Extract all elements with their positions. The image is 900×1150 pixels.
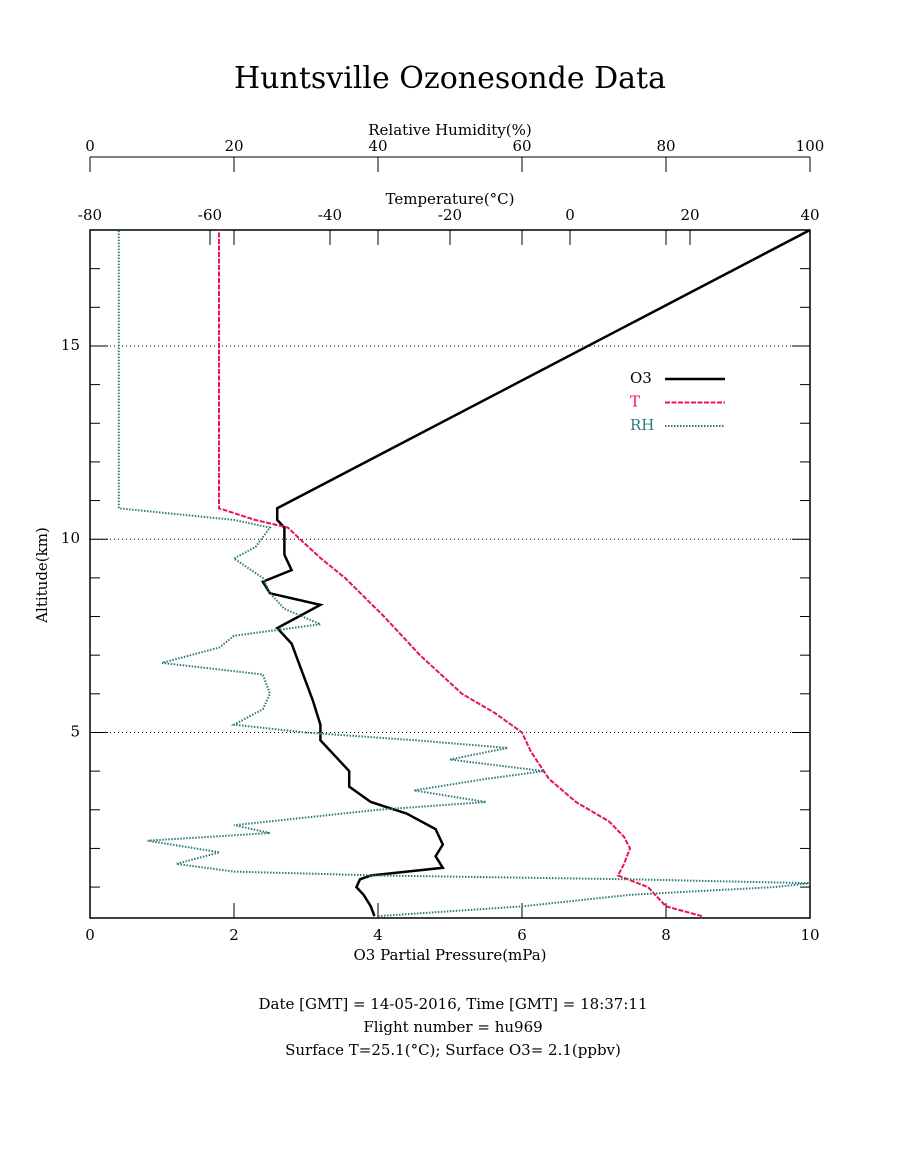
- legend-label: RH: [630, 416, 654, 434]
- footnote: Date [GMT] = 14-05-2016, Time [GMT] = 18…: [258, 995, 647, 1013]
- x-tick-label: -40: [318, 206, 342, 224]
- x-tick-label: 6: [517, 926, 527, 944]
- footnote: Flight number = hu969: [363, 1018, 542, 1036]
- legend-label: T: [630, 393, 640, 411]
- y-axis-label: Altitude(km): [33, 527, 51, 624]
- x-tick-label: 8: [661, 926, 671, 944]
- x-tick-label: 100: [796, 137, 825, 155]
- footnote: Surface T=25.1(°C); Surface O3= 2.1(ppbv…: [285, 1041, 621, 1059]
- x-tick-label: -80: [78, 206, 102, 224]
- chart-title: Huntsville Ozonesonde Data: [234, 61, 666, 96]
- x-axis-label: Temperature(°C): [386, 190, 515, 208]
- y-tick-label: 5: [70, 722, 80, 740]
- plot-frame: [89, 229, 811, 919]
- x-tick-label: 60: [512, 137, 531, 155]
- y-tick-label: 10: [61, 529, 80, 547]
- x-tick-label: 40: [368, 137, 387, 155]
- x-tick-label: 20: [680, 206, 699, 224]
- x-tick-label: 40: [800, 206, 819, 224]
- x-tick-label: 20: [224, 137, 243, 155]
- x-tick-label: 0: [85, 926, 95, 944]
- profile-line: [260, 228, 811, 917]
- x-tick-label: 4: [373, 926, 383, 944]
- x-tick-label: 80: [656, 137, 675, 155]
- x-tick-label: 0: [85, 137, 95, 155]
- y-tick-label: 15: [61, 336, 80, 354]
- legend-label: O3: [630, 369, 652, 387]
- x-tick-label: -60: [198, 206, 222, 224]
- x-tick-label: -20: [438, 206, 462, 224]
- x-tick-label: 10: [800, 926, 819, 944]
- x-axis-label: O3 Partial Pressure(mPa): [353, 946, 546, 964]
- profile-line: [218, 230, 703, 918]
- x-axis-label: Relative Humidity(%): [368, 121, 531, 139]
- x-tick-label: 2: [229, 926, 239, 944]
- profile-line: [117, 230, 811, 918]
- x-tick-label: 0: [565, 206, 575, 224]
